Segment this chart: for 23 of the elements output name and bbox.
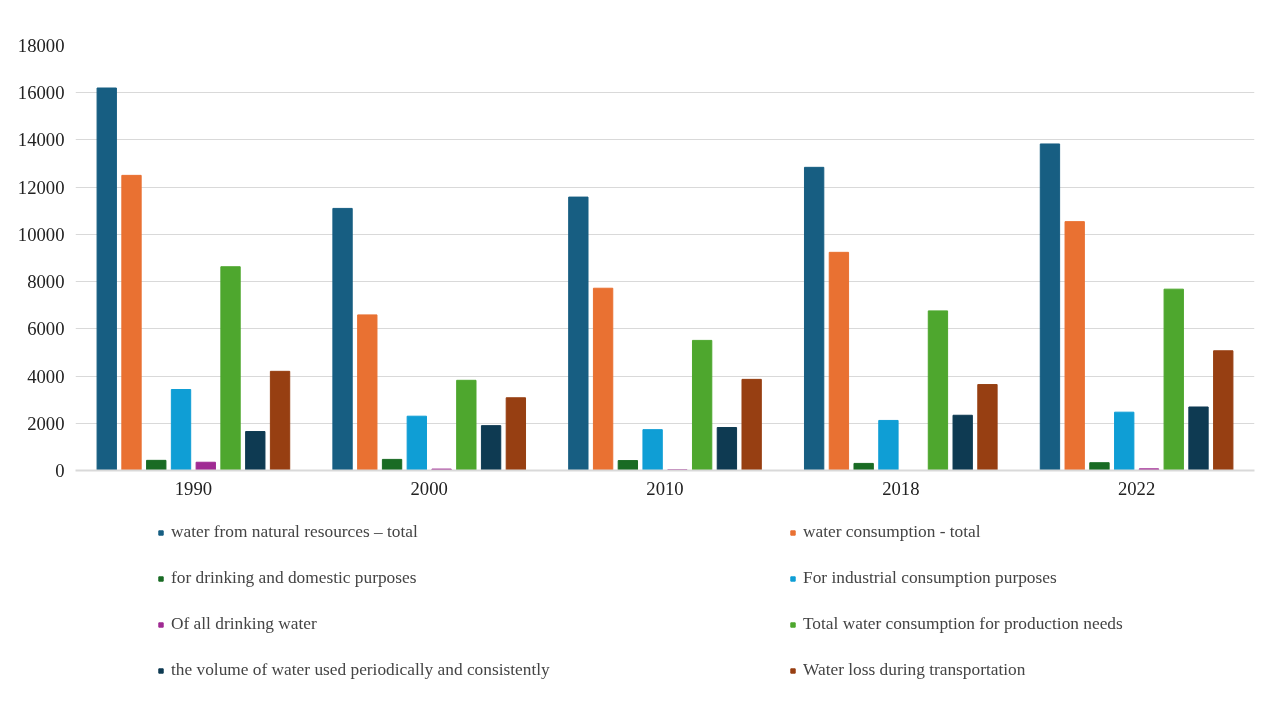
y-tick-label: 14000 (17, 129, 65, 151)
x-tick-label: 2022 (1117, 477, 1156, 499)
x-tick-label: 1990 (174, 477, 213, 499)
legend-label: for drinking and domestic purposes (171, 568, 418, 588)
y-tick-label: 6000 (27, 318, 65, 340)
legend-label: the volume of water used periodically and consistently (171, 660, 551, 680)
x-tick-label: 2018 (882, 477, 920, 499)
legend-label: water consumption - total (803, 522, 982, 542)
y-tick-label: 8000 (27, 271, 65, 293)
legend-label: water from natural resources – total (171, 522, 419, 542)
y-tick-label: 2000 (27, 412, 65, 434)
y-tick-label: 16000 (17, 82, 65, 104)
legend-label: Of all drinking water (171, 614, 318, 634)
x-tick-label: 2000 (410, 477, 448, 499)
y-tick-label: 10000 (17, 223, 65, 245)
legend-label: For industrial consumption purposes (803, 568, 1058, 588)
y-tick-label: 12000 (17, 176, 65, 198)
x-tick-label: 2010 (646, 477, 684, 499)
y-tick-label: 4000 (27, 365, 65, 387)
y-tick-label: 18000 (17, 35, 65, 56)
legend-label: Water loss during transportation (803, 660, 1027, 680)
legend-label: Total water consumption for production needs (803, 614, 1124, 634)
y-tick-label: 0 (55, 460, 65, 481)
